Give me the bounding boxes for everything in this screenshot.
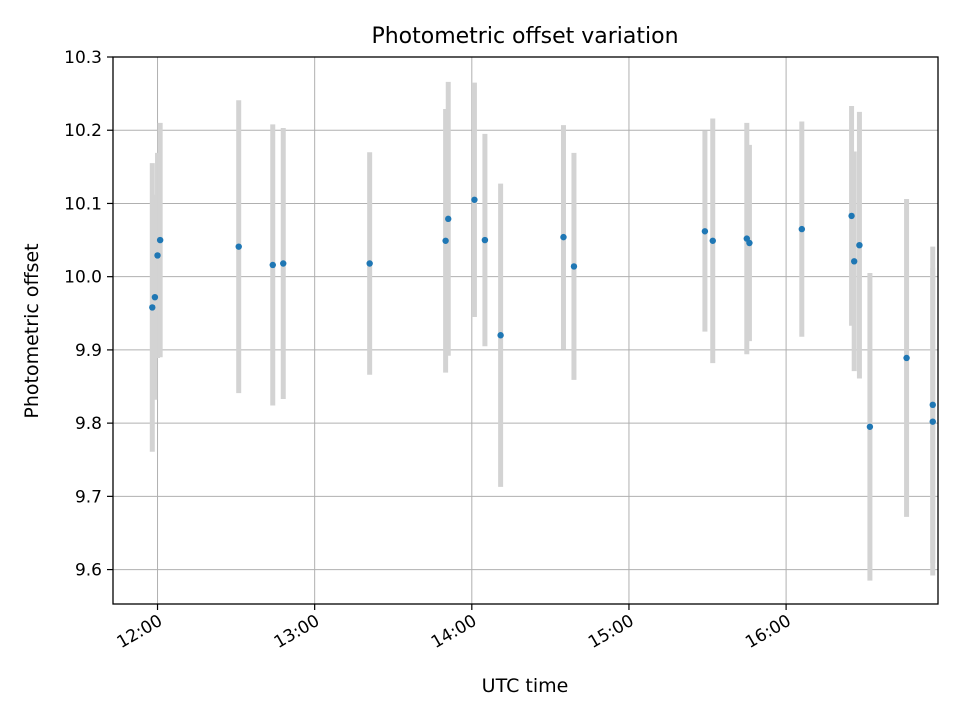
data-point: [929, 418, 936, 425]
y-tick-label: 9.7: [75, 487, 102, 507]
data-point: [929, 401, 936, 409]
data-point: [497, 332, 504, 339]
data-point: [149, 304, 156, 311]
data-point: [151, 293, 159, 301]
y-tick-label: 10.1: [64, 194, 102, 214]
y-tick-label: 10.0: [64, 268, 102, 288]
data-point: [154, 252, 161, 259]
data-point: [471, 196, 478, 203]
data-point: [235, 243, 242, 250]
data-point: [856, 241, 863, 249]
y-tick-label: 9.6: [75, 561, 102, 581]
data-points: [149, 196, 936, 430]
data-point: [445, 215, 452, 223]
plot-area-frame: [112, 56, 939, 605]
data-point: [701, 228, 709, 235]
data-point: [709, 237, 716, 244]
y-axis-ticks: 9.6 9.7 9.8 9.9 10.0 10.1 10.2 10.3: [64, 48, 113, 581]
y-axis-label: Photometric offset: [21, 243, 43, 418]
data-point: [848, 212, 855, 220]
data-point: [866, 423, 874, 430]
data-point: [850, 258, 858, 265]
x-axis-label: UTC time: [482, 675, 569, 697]
data-point: [903, 354, 910, 362]
y-tick-label: 9.9: [75, 341, 102, 361]
data-point: [746, 239, 753, 247]
data-point: [560, 233, 567, 241]
data-point: [269, 261, 276, 269]
data-point: [442, 237, 449, 244]
y-tick-label: 10.3: [64, 48, 102, 68]
data-point: [798, 225, 806, 233]
grid-lines: [113, 56, 938, 604]
data-point: [481, 236, 489, 244]
y-tick-label: 10.2: [64, 121, 102, 141]
data-point: [280, 260, 287, 267]
data-point: [366, 260, 373, 267]
data-point: [570, 263, 578, 270]
data-point: [156, 236, 164, 244]
chart-title: Photometric offset variation: [371, 24, 678, 49]
y-tick-label: 9.8: [75, 414, 102, 434]
